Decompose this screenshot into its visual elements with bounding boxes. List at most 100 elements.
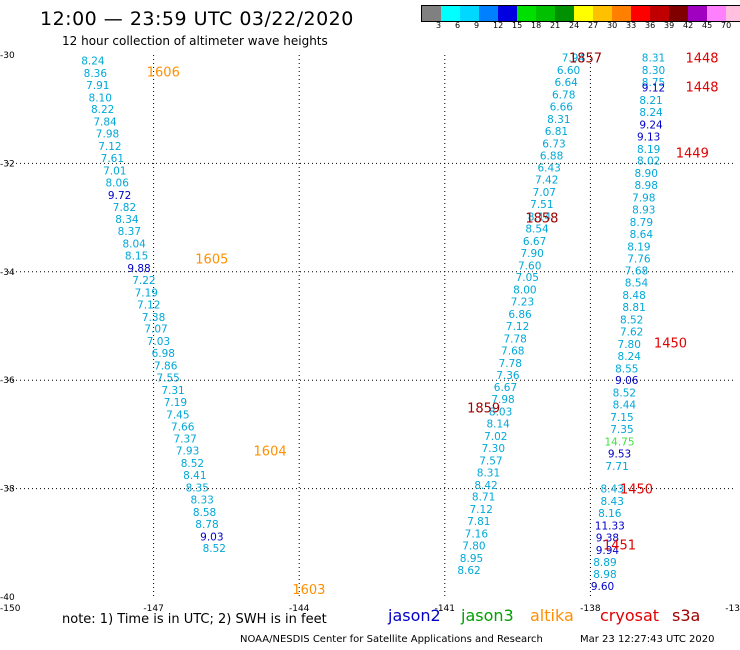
- wave-height-label: 8.33: [190, 494, 213, 506]
- wave-height-label: 8.24: [639, 107, 663, 119]
- wave-height-label: 7.36: [496, 370, 520, 382]
- color-scale-label: 21: [550, 21, 561, 30]
- wave-height-label: 8.55: [615, 363, 638, 375]
- wave-height-label: 8.98: [593, 569, 616, 581]
- wave-height-label: 8.41: [183, 470, 206, 482]
- wave-height-label: 7.07: [533, 187, 556, 199]
- pass-time-label: 1603: [292, 583, 325, 598]
- wave-height-label: 7.84: [93, 117, 117, 129]
- wave-height-label: 8.90: [635, 168, 658, 180]
- pass-time-label: 1605: [195, 252, 228, 267]
- wave-height-label: 9.88: [127, 263, 150, 275]
- pass-time-label: 1604: [254, 445, 287, 460]
- wave-height-label: 7.93: [176, 446, 199, 458]
- wave-height-label: 8.19: [637, 144, 660, 156]
- wave-height-label: 8.04: [122, 239, 146, 251]
- wave-height-label: 7.16: [465, 529, 489, 541]
- wave-height-label: 9.60: [591, 581, 614, 593]
- wave-height-label: 7.37: [173, 434, 196, 446]
- wave-height-label: 8.52: [613, 388, 636, 400]
- chart-subtitle: 12 hour collection of altimeter wave hei…: [62, 34, 328, 48]
- legend-cryosat: cryosat: [600, 606, 660, 625]
- wave-height-label: 7.80: [462, 541, 485, 553]
- x-tick-label: -150: [0, 604, 21, 614]
- wave-height-label: 9.53: [608, 448, 631, 460]
- wave-height-label: 7.31: [161, 385, 184, 397]
- wave-height-label: 8.14: [486, 419, 510, 431]
- wave-height-label: 7.76: [627, 253, 651, 265]
- wave-height-label: 7.12: [506, 321, 529, 333]
- wave-height-label: 7.62: [620, 326, 643, 338]
- wave-height-label: 7.01: [103, 165, 126, 177]
- pass-time-label: 1448: [685, 52, 718, 67]
- wave-height-label: 8.93: [632, 204, 655, 216]
- color-swatch: [498, 6, 517, 21]
- wave-height-label: 7.78: [499, 358, 522, 370]
- wave-height-label: 7.82: [113, 202, 136, 214]
- wave-height-label: 8.52: [203, 543, 226, 555]
- color-scale-label: 18: [531, 21, 542, 30]
- wave-height-label: 8.19: [627, 241, 650, 253]
- wave-height-label: 7.19: [164, 397, 187, 409]
- wave-height-label: 7.19: [135, 287, 158, 299]
- wave-height-label: 7.05: [516, 272, 539, 284]
- color-swatch: [479, 6, 498, 21]
- wave-height-label: 6.86: [508, 309, 532, 321]
- wave-height-label: 7.12: [137, 299, 160, 311]
- wave-height-label: 8.37: [118, 226, 141, 238]
- color-swatch: [555, 6, 574, 21]
- wave-height-label: 8.52: [181, 458, 204, 470]
- wave-height-label: 8.36: [84, 68, 108, 80]
- wave-height-label: 7.51: [530, 199, 553, 211]
- color-swatch: [460, 6, 479, 21]
- wave-height-label: 9.72: [108, 190, 131, 202]
- wave-height-label: 9.94: [596, 545, 620, 557]
- color-swatch: [707, 6, 726, 21]
- wave-height-label: 8.54: [625, 278, 649, 290]
- color-scale-bar: [421, 5, 740, 22]
- wave-height-label: 6.78: [552, 90, 575, 102]
- wave-height-label: 8.14: [528, 212, 552, 224]
- pass-time-label: 1859: [467, 401, 500, 416]
- pass-time-label: 1857: [569, 52, 602, 67]
- color-scale-label: 42: [683, 21, 694, 30]
- wave-height-label: 8.34: [115, 214, 139, 226]
- wave-height-label: 7.42: [535, 175, 558, 187]
- credit-line: NOAA/NESDIS Center for Satellite Applica…: [240, 634, 543, 645]
- wave-height-label: 7.98: [96, 129, 119, 141]
- wave-height-label: 6.67: [523, 236, 546, 248]
- color-swatch: [631, 6, 650, 21]
- generated-timestamp: Mar 23 12:27:43 UTC 2020: [580, 634, 715, 645]
- wave-height-label: 7.98: [632, 193, 655, 205]
- wave-height-label: 8.54: [525, 223, 549, 235]
- chart-title: 12:00 — 23:59 UTC 03/22/2020: [40, 8, 354, 30]
- pass-time-label: 1606: [147, 65, 180, 80]
- legend-jason3: jason3: [461, 606, 514, 625]
- wave-height-label: 7.81: [467, 516, 490, 528]
- color-swatch: [688, 6, 707, 21]
- wave-height-label: 7.03: [147, 336, 170, 348]
- color-swatch: [422, 6, 441, 21]
- wave-height-label: 7.60: [518, 260, 541, 272]
- y-tick-label: -30: [0, 51, 15, 61]
- wave-height-label: 6.73: [542, 138, 565, 150]
- wave-height-label: 9.06: [615, 375, 639, 387]
- x-tick-label: -138: [580, 604, 601, 614]
- wave-height-label: 8.58: [193, 507, 216, 519]
- wave-height-label: 7.15: [610, 412, 633, 424]
- color-swatch: [593, 6, 612, 21]
- wave-height-label: 8.10: [89, 92, 112, 104]
- y-tick-label: -40: [0, 593, 15, 603]
- footnote: note: 1) Time is in UTC; 2) SWH is in fe…: [62, 612, 327, 627]
- wave-height-label: 8.79: [630, 217, 653, 229]
- color-scale-label: 39: [664, 21, 675, 30]
- color-swatch: [612, 6, 631, 21]
- color-scale-label: 24: [569, 21, 580, 30]
- wave-height-label: 7.23: [511, 297, 534, 309]
- wave-height-label: 7.57: [479, 455, 502, 467]
- wave-height-label: 6.67: [494, 382, 517, 394]
- pass-time-label: 1450: [654, 336, 687, 351]
- color-swatch: [574, 6, 593, 21]
- wave-height-label: 8.21: [639, 95, 662, 107]
- wave-height-label: 7.68: [501, 345, 524, 357]
